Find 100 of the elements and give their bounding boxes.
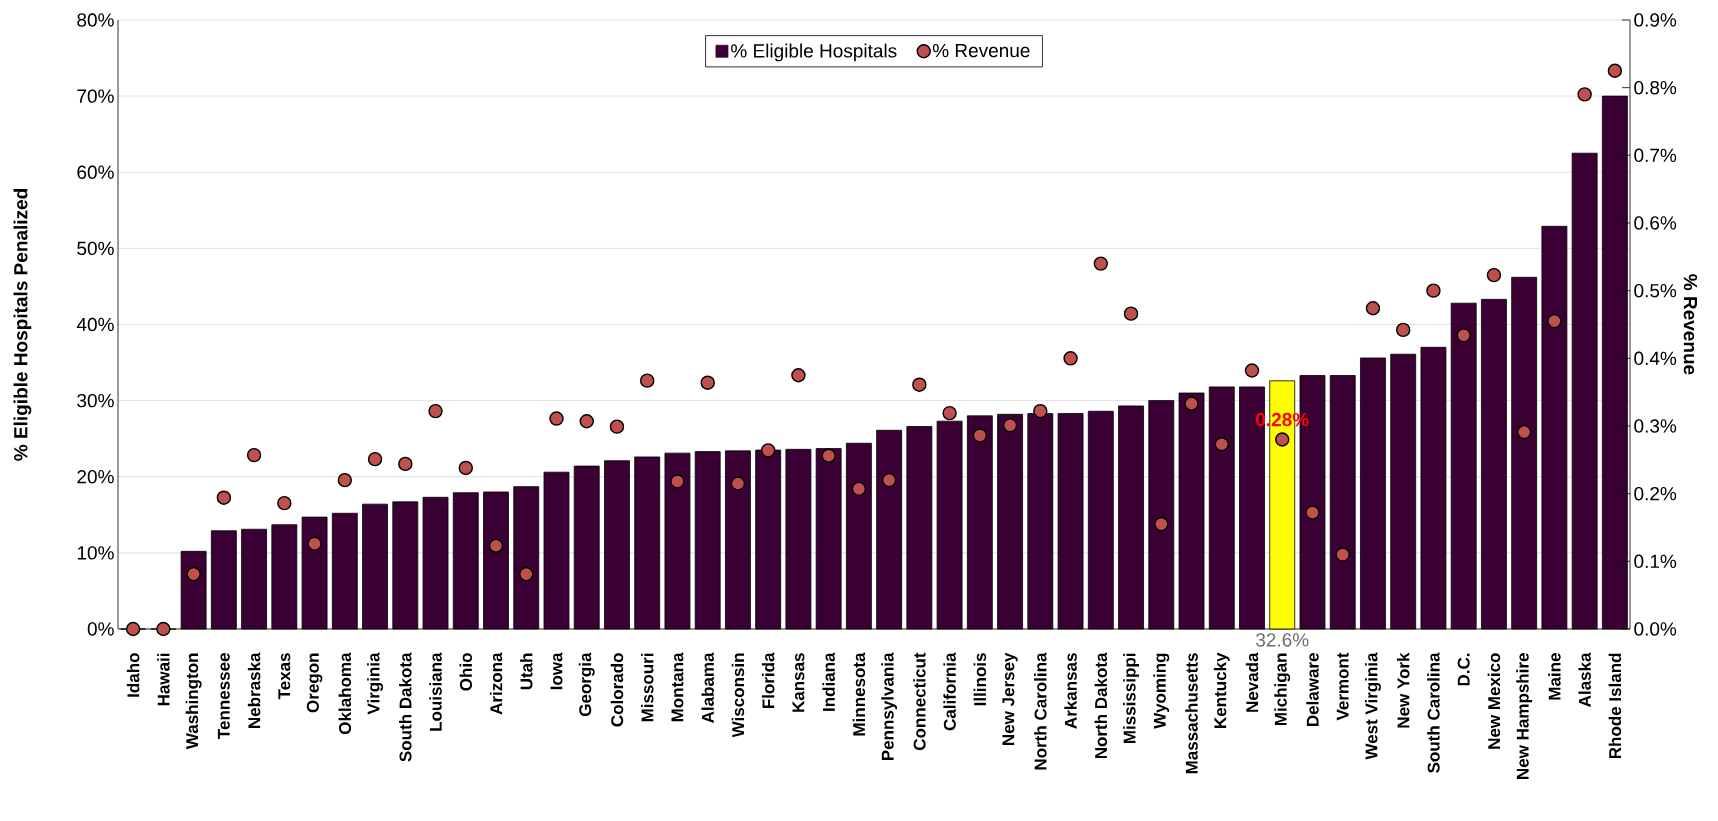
point (1033, 403, 1048, 419)
y2-tick-label: 0.1% (1634, 554, 1677, 569)
y-tick-label: 80% (77, 13, 114, 27)
x-tick-label: Hawaii (157, 653, 170, 706)
x-tick-label: Minnesota (852, 652, 866, 736)
x-tick-label: Pennsylvania (881, 652, 898, 761)
x-tick-label: Florida (761, 652, 775, 709)
point (519, 566, 534, 582)
point (277, 495, 292, 511)
x-tick-label: Wyoming (1153, 653, 1170, 729)
x-tick-label: Ohio (459, 653, 473, 691)
point (1486, 267, 1502, 283)
y-tick-label: 0% (87, 622, 114, 636)
x-tick-label: West Virginia (1365, 652, 1381, 760)
x-tick-label: Vermont (1336, 652, 1349, 721)
point (186, 566, 201, 582)
y2-tick-label: 0.9% (1634, 13, 1677, 27)
point (1275, 432, 1290, 447)
y2-tick-label: 0.8% (1634, 80, 1677, 95)
point (549, 411, 564, 426)
y-tick-label: 40% (76, 317, 114, 332)
x-tick-label: D.C. (1457, 653, 1470, 686)
y2-tick-label: 0.3% (1634, 419, 1677, 433)
point (246, 447, 262, 463)
x-tick-label: Delaware (1306, 653, 1319, 727)
point (640, 373, 655, 388)
x-tick-label: Tennessee (217, 653, 230, 739)
x-tick-label: Nevada (1245, 652, 1259, 712)
x-tick-label: Arkansas (1064, 653, 1077, 729)
point (791, 368, 806, 383)
x-tick-label: Georgia (578, 652, 595, 717)
point (912, 377, 927, 392)
y-tick-label: 50% (77, 241, 114, 256)
point (367, 451, 383, 467)
point (1244, 363, 1260, 378)
point (1093, 256, 1109, 271)
point (972, 428, 988, 443)
x-tick-label: Alabama (701, 652, 714, 723)
x-tick-label: North Carolina (1034, 652, 1047, 770)
point (428, 403, 443, 419)
x-tick-label: Nebraska (247, 652, 261, 728)
x-tick-label: Mississippi (1123, 653, 1139, 744)
point (700, 375, 715, 390)
y2-tick-label: 0.4% (1634, 351, 1677, 366)
x-tick-label: Connecticut (913, 652, 926, 751)
point (1063, 351, 1078, 366)
y-axis-title: % Eligible Hospitals Penalized (13, 189, 32, 461)
x-tick-label: Indiana (822, 652, 835, 711)
point (1396, 322, 1411, 338)
point (851, 481, 867, 497)
x-tick-label: Utah (520, 653, 533, 690)
point (307, 536, 322, 551)
point (458, 460, 473, 476)
point (1184, 396, 1199, 411)
y-tick-label: 10% (77, 546, 114, 560)
y2-axis-title: % Revenue (1683, 274, 1698, 375)
y2-tick-label: 0.0% (1634, 622, 1677, 636)
point (942, 405, 957, 421)
point (670, 474, 685, 489)
y2-tick-label: 0.2% (1634, 486, 1677, 501)
point (1547, 313, 1562, 329)
legend-label: % Revenue (932, 43, 1030, 58)
x-tick-label: California (943, 652, 956, 731)
point (488, 538, 504, 553)
data-label: 0.28% (1256, 412, 1309, 427)
x-tick-label: Wisconsin (731, 653, 745, 738)
point (1335, 547, 1350, 562)
x-tick-label: Idaho (126, 653, 140, 697)
x-tick-label: Missouri (640, 653, 654, 722)
point (760, 443, 776, 458)
y-tick-label: 70% (77, 89, 114, 103)
point (821, 448, 836, 463)
point (398, 456, 413, 472)
point (156, 621, 171, 637)
point (1607, 63, 1623, 78)
point (579, 414, 594, 429)
point (1456, 328, 1471, 343)
x-tick-label: North Dakota (1094, 652, 1108, 759)
point (337, 472, 353, 488)
point (1123, 306, 1139, 321)
x-tick-label: New Hampshire (1516, 653, 1533, 779)
point (216, 490, 232, 505)
x-tick-label: South Carolina (1427, 652, 1440, 773)
x-tick-label: Kansas (792, 653, 805, 712)
x-tick-label: Alaska (1578, 652, 1591, 707)
x-tick-label: Oklahoma (338, 652, 352, 735)
data-label: 32.6% (1256, 633, 1309, 647)
point (1214, 437, 1229, 452)
y-tick-label: 30% (77, 393, 114, 408)
x-tick-label: Michigan (1274, 653, 1291, 726)
x-tick-label: Kentucky (1213, 652, 1230, 728)
x-tick-label: South Dakota (399, 652, 412, 762)
x-tick-label: New York (1396, 652, 1410, 728)
x-tick-label: Massachusetts (1185, 653, 1198, 774)
y2-tick-label: 0.7% (1634, 148, 1677, 163)
x-tick-label: Louisiana (429, 652, 442, 731)
point (881, 472, 897, 488)
point (1154, 516, 1169, 532)
y-tick-label: 60% (77, 165, 114, 179)
x-tick-label: Maine (1548, 653, 1561, 700)
